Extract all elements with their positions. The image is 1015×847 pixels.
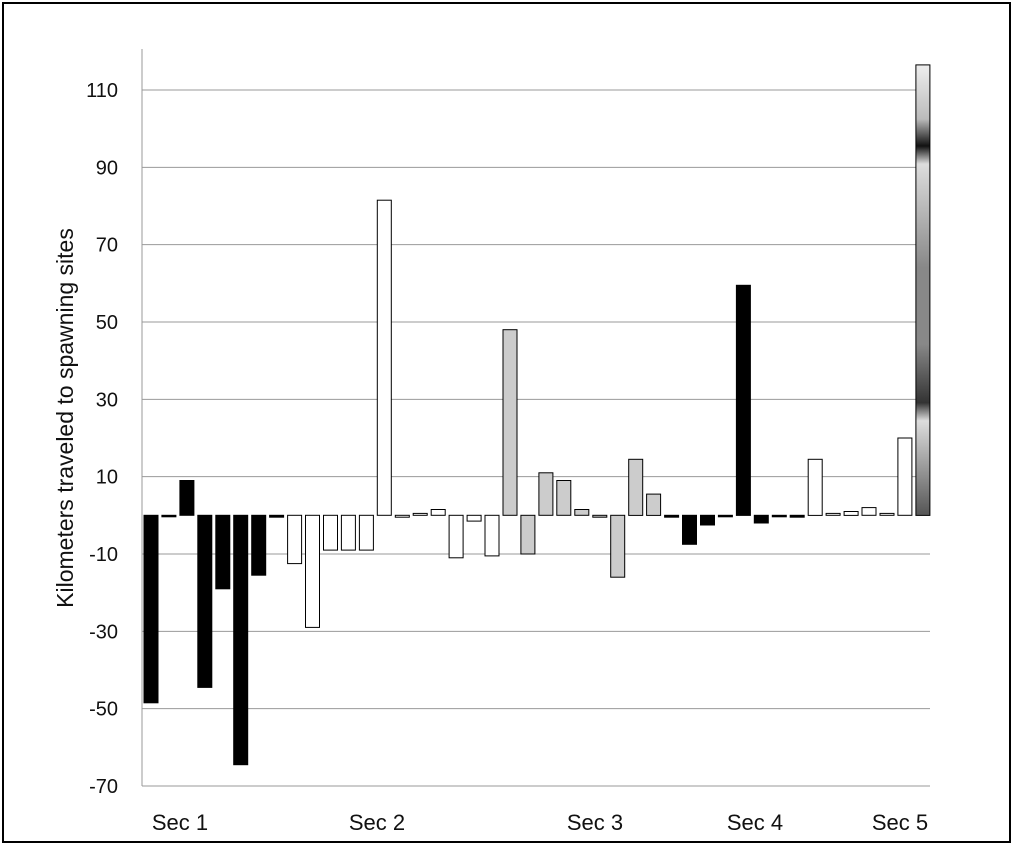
x-category-label: Sec 1 [152, 810, 208, 835]
bar [269, 514, 285, 518]
bar [143, 514, 159, 704]
bar [197, 514, 213, 688]
bar [843, 511, 859, 516]
bar [251, 514, 267, 576]
bar [861, 507, 877, 516]
bar [664, 514, 680, 518]
bar [789, 514, 805, 518]
gridlines [142, 89, 930, 787]
x-category-label: Sec 3 [567, 810, 623, 835]
labels: 110 90 70 50 30 10 -10 -30 -50 -70 Sec 1 Sec 2 Sec 3… [86, 80, 928, 835]
bar [628, 458, 644, 516]
bar [646, 493, 662, 516]
bar [394, 514, 410, 518]
x-category-label: Sec 2 [349, 810, 405, 835]
bar [915, 64, 931, 516]
y-tick-label: -70 [89, 776, 118, 798]
bar [897, 437, 913, 516]
bar [161, 514, 177, 518]
y-tick-label: -10 [89, 544, 118, 566]
bar [484, 514, 500, 557]
bar [753, 514, 769, 524]
bar [717, 514, 733, 518]
y-tick-label: 90 [96, 157, 118, 179]
bar [520, 514, 536, 555]
bar [340, 514, 356, 551]
x-category-label: Sec 4 [727, 810, 783, 835]
y-tick-label: 10 [96, 467, 118, 489]
bar [879, 512, 895, 516]
bar [700, 514, 715, 526]
bar [376, 199, 392, 516]
bar [610, 514, 626, 578]
y-tick-label: 110 [86, 80, 118, 102]
bar [430, 509, 446, 516]
y-tick-label: 70 [96, 235, 118, 257]
y-tick-label: -30 [89, 621, 118, 643]
bar [412, 512, 428, 516]
bar [807, 458, 823, 516]
bar [574, 509, 590, 516]
bar [448, 514, 464, 559]
bar [825, 512, 841, 516]
bar [466, 514, 482, 522]
y-tick-label: -50 [89, 699, 118, 721]
bar [305, 514, 320, 628]
bar [358, 514, 374, 551]
bar [179, 480, 195, 516]
bar [287, 514, 303, 565]
bar [735, 284, 751, 516]
y-axis-title: Kilometers traveled to spawning sites [52, 228, 78, 608]
bar [502, 329, 518, 516]
bar-chart: 110 90 70 50 30 10 -10 -30 -50 -70 Sec 1 Sec 2 Sec 3… [52, 49, 931, 835]
bar [771, 514, 787, 518]
bar [682, 514, 697, 545]
y-tick-label: 50 [96, 312, 118, 334]
x-category-label: Sec 5 [872, 810, 928, 835]
bar [215, 514, 231, 590]
bar [233, 514, 249, 766]
bar [538, 472, 554, 516]
bar [323, 514, 338, 551]
bar [556, 480, 572, 516]
bars [143, 64, 931, 766]
bar [592, 514, 608, 518]
y-tick-label: 30 [96, 389, 118, 411]
